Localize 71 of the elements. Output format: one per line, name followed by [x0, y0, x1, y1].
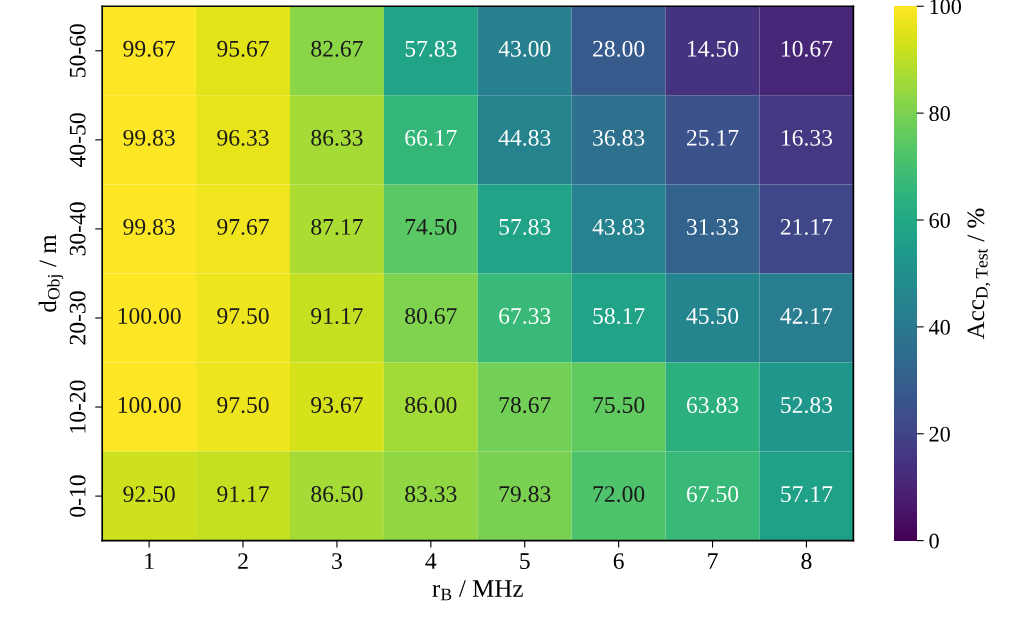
- x-tick-label: 3: [332, 553, 342, 570]
- data-label: 36.83: [593, 129, 645, 146]
- color-bar-label: 20: [929, 426, 950, 442]
- data-label: 21.17: [780, 218, 833, 235]
- x-tick-label: 1: [145, 553, 154, 569]
- data-label: 99.83: [123, 218, 175, 235]
- x-tick-label: 7: [708, 553, 718, 569]
- data-label: 58.17: [593, 307, 645, 324]
- data-label: 80.67: [405, 307, 457, 324]
- data-label: 14.50: [688, 40, 739, 57]
- y-tick-label: 20-30: [69, 291, 86, 345]
- data-label: 75.50: [593, 397, 645, 414]
- color-bar-label: 100: [930, 0, 962, 15]
- x-axis-title: r$_{B}$ / MHz: [432, 580, 523, 601]
- data-label: 79.83: [499, 486, 551, 503]
- data-label: 43.00: [498, 40, 551, 57]
- color-bar-label: 80: [929, 106, 950, 122]
- data-label: 42.17: [780, 308, 833, 324]
- data-label: 97.67: [217, 218, 269, 235]
- data-label: 25.17: [687, 129, 739, 146]
- data-label: 66.17: [405, 129, 457, 146]
- data-label: 97.50: [217, 397, 269, 414]
- data-label: 93.67: [311, 397, 363, 414]
- data-label: 63.83: [686, 397, 739, 414]
- data-label: 52.83: [781, 397, 833, 414]
- y-axis-title: d$_{Obj}$ / m: [38, 234, 64, 312]
- data-label: 100.00: [118, 307, 181, 324]
- data-label: 74.50: [405, 218, 457, 235]
- data-label: 57.83: [405, 40, 457, 57]
- data-label: 44.83: [498, 129, 551, 146]
- y-tick-label: 40-50: [69, 113, 86, 167]
- data-label: 91.17: [217, 486, 269, 503]
- data-label: 92.50: [123, 486, 175, 503]
- data-label: 45.50: [686, 307, 739, 324]
- data-label: 16.33: [781, 129, 833, 146]
- data-label: 99.67: [123, 40, 176, 57]
- data-label: 87.17: [311, 218, 363, 235]
- color-bar-label: 60: [929, 212, 950, 228]
- data-label: 28.00: [593, 40, 645, 57]
- data-label: 86.50: [311, 486, 363, 503]
- data-label: 31.33: [687, 218, 739, 235]
- data-label: 78.67: [499, 397, 551, 414]
- y-tick-label: 30-40: [69, 202, 86, 256]
- data-label: 95.67: [217, 40, 269, 57]
- color-bar-title: Acc$_{D,Test}$ / %: [967, 208, 991, 340]
- y-tick-label: 50-60: [69, 24, 86, 77]
- x-tick-label: 6: [613, 553, 624, 570]
- x-tick-label: 8: [801, 553, 812, 570]
- data-label: 99.83: [123, 129, 175, 146]
- data-label: 57.83: [499, 218, 551, 235]
- data-label: 91.17: [311, 308, 363, 324]
- color-bar-label: 40: [928, 319, 950, 335]
- data-label: 72.00: [593, 486, 645, 503]
- y-tick-label: 0-10: [69, 475, 86, 517]
- data-label: 100.00: [118, 397, 181, 414]
- data-label: 97.50: [217, 307, 269, 324]
- x-tick-label: 4: [425, 553, 437, 569]
- data-label: 86.00: [405, 397, 457, 414]
- data-label: 67.50: [686, 486, 739, 503]
- x-tick-label: 5: [520, 553, 530, 570]
- data-label: 57.17: [781, 486, 833, 503]
- y-tick-label: 10-20: [69, 380, 86, 433]
- data-label: 82.67: [311, 40, 363, 57]
- data-label: 96.33: [217, 129, 269, 146]
- data-label: 43.83: [592, 218, 645, 235]
- data-label: 86.33: [311, 129, 363, 146]
- color-bar-label: 0: [929, 533, 939, 549]
- x-tick-label: 2: [238, 553, 248, 569]
- data-label: 67.33: [499, 308, 551, 324]
- data-label: 83.33: [405, 486, 457, 503]
- data-label: 10.67: [781, 40, 833, 57]
